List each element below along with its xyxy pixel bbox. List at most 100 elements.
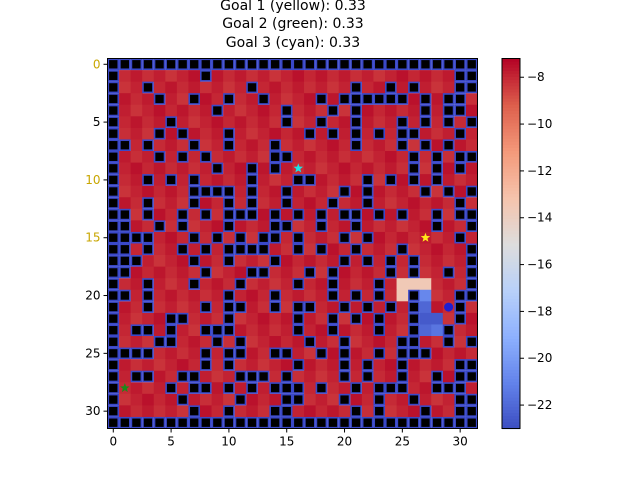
heatmap-cell <box>454 116 467 129</box>
heatmap-cell <box>304 382 317 395</box>
heatmap-cell <box>454 347 467 360</box>
wall-cell-core <box>409 256 419 266</box>
colorbar-segment <box>502 67 520 72</box>
heatmap-cell <box>153 197 166 210</box>
x-tick-label: 20 <box>337 435 352 449</box>
heatmap-cell <box>280 139 293 152</box>
heatmap-cell <box>361 208 374 221</box>
wall-cell-core <box>143 83 153 92</box>
heatmap-cell <box>257 185 270 198</box>
heatmap-cell <box>361 81 374 94</box>
wall-cell-core <box>236 372 245 381</box>
heatmap-cell <box>442 278 455 291</box>
wall-cell-core <box>224 302 234 312</box>
wall-cell-core <box>120 210 130 219</box>
wall-cell-core <box>467 187 476 196</box>
heatmap-cell <box>165 127 178 140</box>
wall-cell-core <box>421 406 430 416</box>
wall-cell-core <box>155 152 164 161</box>
x-tick-label: 10 <box>221 435 236 449</box>
heatmap-cell <box>373 81 386 94</box>
heatmap-cell <box>431 289 444 302</box>
wall-cell-core <box>282 187 291 196</box>
heatmap-cell <box>257 104 270 117</box>
wall-cell-core <box>109 268 118 277</box>
heatmap-cell <box>142 220 155 233</box>
wall-cell-core <box>236 337 245 346</box>
wall-cell-core <box>294 383 303 393</box>
heatmap-cell <box>408 370 421 383</box>
heatmap-cell <box>211 255 224 268</box>
heatmap-cell <box>338 174 351 187</box>
wall-cell-core <box>132 256 141 266</box>
heatmap-cell <box>338 162 351 175</box>
wall-cell-core <box>109 221 118 231</box>
heatmap-cell <box>465 382 478 395</box>
heatmap-cell <box>153 405 166 418</box>
wall-cell-core <box>455 106 465 115</box>
heatmap-cell <box>280 208 293 221</box>
heatmap-cell <box>361 104 374 117</box>
colorbar-segment <box>502 160 520 164</box>
wall-cell-core <box>328 314 338 323</box>
heatmap-cell <box>223 370 236 383</box>
heatmap-cell <box>246 393 259 406</box>
colorbar-segment <box>502 151 520 155</box>
heatmap-cell <box>315 370 328 383</box>
wall-cell-core <box>398 210 407 219</box>
colorbar-segment <box>502 144 520 149</box>
heatmap-cell <box>327 185 340 198</box>
heatmap-cell <box>165 70 178 83</box>
heatmap-cell <box>130 382 143 395</box>
heatmap-cell <box>315 151 328 163</box>
wall-cell-core <box>213 187 222 196</box>
wall-cell-core <box>455 406 465 416</box>
heatmap-cell <box>338 104 351 117</box>
heatmap-cell <box>257 220 270 233</box>
heatmap-cell <box>396 162 409 175</box>
wall-cell-core <box>409 268 419 277</box>
heatmap-cell <box>176 382 189 395</box>
wall-cell-core <box>247 60 257 69</box>
heatmap-cell <box>246 312 259 325</box>
wall-cell-core <box>294 233 303 242</box>
heatmap-cell <box>465 139 478 152</box>
heatmap-cell <box>234 151 247 163</box>
heatmap-cell <box>419 220 432 233</box>
colorbar-segment <box>502 351 520 356</box>
wall-cell-core <box>201 210 210 219</box>
wall-cell-core <box>247 245 257 254</box>
wall-cell-core <box>236 349 245 358</box>
heatmap-cell <box>431 312 444 325</box>
heatmap-cell <box>257 393 270 406</box>
wall-cell-core <box>375 395 384 404</box>
wall-cell-core <box>190 279 199 289</box>
wall-cell-core <box>120 221 130 231</box>
heatmap-cell <box>350 151 363 163</box>
heatmap-cell <box>119 174 132 187</box>
wall-cell-core <box>190 94 199 104</box>
wall-cell-core <box>455 291 465 300</box>
x-tick-label: 5 <box>167 435 175 449</box>
heatmap-cell <box>292 197 305 210</box>
heatmap-cell <box>304 255 317 268</box>
heatmap-cell <box>269 324 282 337</box>
wall-cell-core <box>201 245 210 254</box>
heatmap-cell <box>246 93 259 106</box>
heatmap-cell <box>269 370 282 383</box>
colorbar-segment <box>502 332 520 337</box>
colorbar-segment <box>502 302 520 306</box>
heatmap-cell <box>142 266 155 279</box>
heatmap-cell <box>408 231 421 244</box>
heatmap-cell <box>280 278 293 291</box>
heatmap-cell <box>361 289 374 302</box>
heatmap-cell <box>280 162 293 175</box>
wall-cell-core <box>444 106 453 115</box>
wall-cell-core <box>270 302 280 312</box>
heatmap-cell <box>431 278 444 291</box>
heatmap-cell <box>165 289 178 302</box>
heatmap-cell <box>119 405 132 418</box>
heatmap-cell <box>304 278 317 291</box>
colorbar-segment <box>502 154 520 158</box>
wall-cell-core <box>386 60 395 69</box>
